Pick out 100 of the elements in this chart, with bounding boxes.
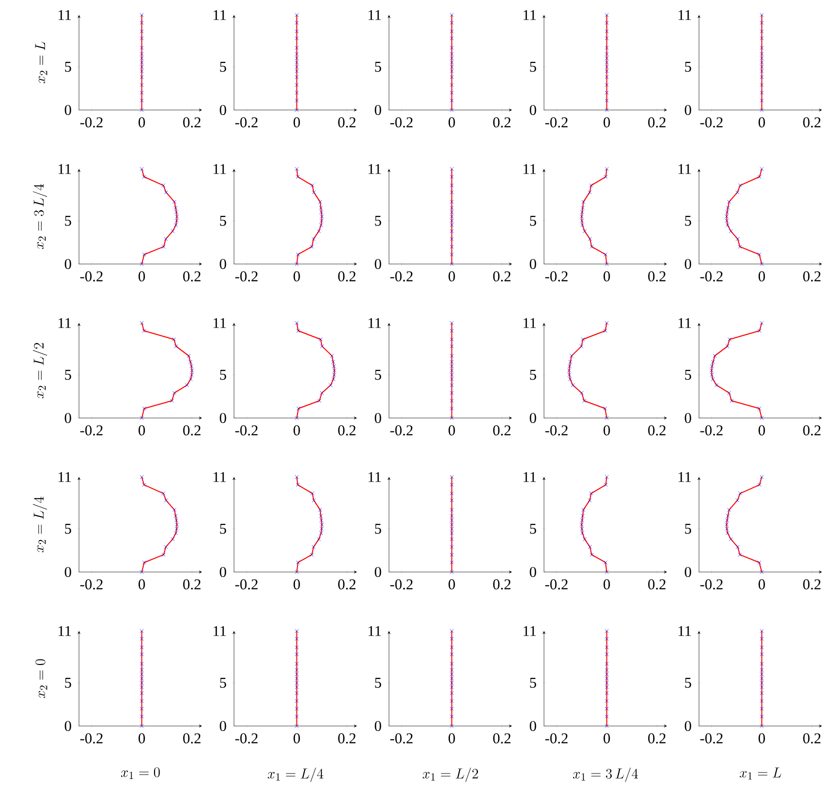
point: [294, 668, 299, 672]
point: [312, 544, 316, 549]
point: [140, 668, 144, 672]
point: [760, 321, 764, 325]
point: [604, 691, 609, 696]
y-tick-label: 11: [678, 164, 691, 174]
point: [590, 552, 594, 557]
x-tick-label: 0: [448, 733, 455, 744]
point: [725, 518, 730, 522]
y-tick-label: 0: [220, 720, 226, 732]
y-tick-label: 0: [530, 258, 536, 270]
point: [760, 685, 764, 690]
y-axis-title: $x_2 = 0$: [35, 659, 48, 698]
point: [450, 662, 454, 666]
point: [316, 229, 321, 234]
point: [142, 560, 146, 564]
point: [604, 20, 609, 25]
point: [320, 526, 324, 531]
point: [450, 668, 454, 672]
x-tick-label: 0.2: [338, 117, 356, 128]
x-tick-label: -0.2: [700, 579, 723, 590]
point: [710, 364, 714, 368]
x-tick-label: 0.2: [493, 733, 510, 744]
point: [140, 662, 144, 666]
y-tick-label: 0: [64, 104, 72, 116]
x-tick-label: 0.2: [183, 117, 200, 128]
point: [174, 518, 178, 522]
point: [172, 337, 176, 342]
point: [190, 372, 194, 377]
y-tick-label: 11: [524, 10, 536, 20]
point: [714, 383, 719, 388]
y-tick-label: 11: [214, 10, 226, 20]
line-series: [296, 322, 335, 418]
x-tick-label: -0.2: [390, 579, 413, 590]
y-tick-label: 5: [530, 678, 536, 688]
y-tick-label: 11: [524, 318, 536, 328]
point: [140, 46, 144, 50]
point: [724, 214, 729, 218]
point: [760, 724, 764, 728]
point: [450, 560, 454, 564]
x-tick-label: -0.2: [545, 117, 568, 128]
y-tick-label: 0: [374, 412, 382, 424]
x-tick-label: -0.2: [235, 579, 258, 590]
point: [294, 691, 299, 696]
point: [757, 252, 762, 256]
point: [294, 676, 299, 680]
point: [320, 390, 324, 395]
point: [450, 328, 454, 333]
point: [140, 645, 144, 650]
y-tick-label: 11: [368, 626, 381, 636]
y-tick-label: 11: [58, 10, 71, 20]
point: [140, 13, 144, 17]
x-tick-label: 0.2: [338, 271, 356, 282]
point: [161, 491, 166, 496]
point: [294, 13, 299, 17]
y-tick-label: 5: [685, 370, 692, 380]
point: [294, 20, 299, 25]
point: [170, 537, 175, 542]
y-tick-label: 0: [374, 104, 382, 116]
y-axis-title: $x_2 = L/4$: [32, 496, 48, 552]
point: [580, 337, 585, 342]
x-tick-label: 0: [138, 733, 145, 744]
point: [570, 354, 574, 358]
point: [710, 372, 714, 377]
point: [604, 652, 609, 656]
point: [604, 706, 609, 711]
point: [140, 680, 144, 685]
line-series: [711, 322, 762, 418]
y-tick-label: 0: [220, 412, 226, 424]
point: [726, 531, 730, 536]
y-axis-title: $x_2 = 3\,L/4$: [32, 184, 48, 250]
y-tick-label: 5: [530, 216, 536, 226]
point: [604, 724, 609, 728]
y-tick-label: 11: [214, 472, 226, 482]
y-tick-label: 5: [220, 62, 226, 72]
point: [725, 210, 730, 214]
x-tick-label: -0.2: [545, 425, 568, 436]
y-tick-label: 5: [220, 370, 226, 380]
point: [450, 629, 454, 633]
point: [604, 714, 609, 718]
x-tick-label: 0.2: [493, 425, 510, 436]
point: [604, 75, 609, 80]
x-tick-label: 0: [448, 271, 455, 282]
point: [318, 206, 323, 210]
point: [724, 522, 729, 526]
point: [450, 214, 454, 218]
point: [604, 60, 609, 64]
point: [294, 64, 299, 69]
point: [450, 491, 454, 496]
point: [318, 200, 322, 204]
point: [164, 544, 168, 549]
point: [190, 368, 194, 372]
point: [604, 262, 609, 266]
point: [760, 652, 764, 656]
point: [760, 629, 764, 633]
point: [760, 98, 764, 102]
point: [450, 167, 454, 171]
x-tick-label: 0.2: [803, 579, 820, 590]
point: [331, 377, 336, 382]
line-series: [726, 476, 762, 572]
